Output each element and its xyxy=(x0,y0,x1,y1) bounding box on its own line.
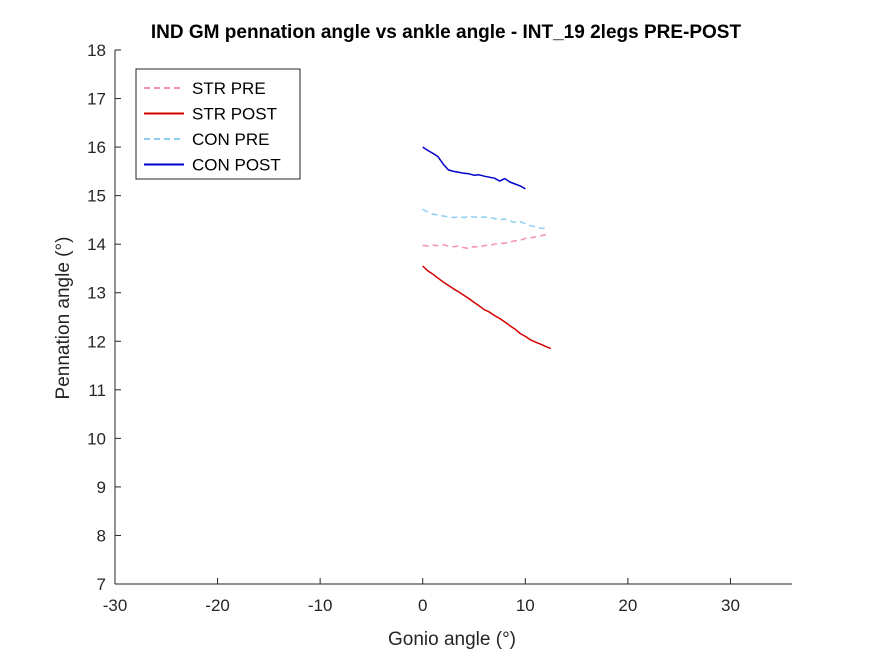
series-line-str-post xyxy=(422,265,552,350)
y-tick-label: 10 xyxy=(87,429,106,448)
chart-title: IND GM pennation angle vs ankle angle - … xyxy=(151,22,742,43)
x-tick-label: 0 xyxy=(418,596,427,615)
x-tick-label: -10 xyxy=(308,596,333,615)
series-line-str-pre xyxy=(422,233,546,250)
legend-label: STR POST xyxy=(192,105,277,124)
y-tick-label: 7 xyxy=(97,575,106,594)
x-axis-label: Gonio angle (°) xyxy=(388,629,516,650)
y-axis: 7 8 9 10 11 12 13 14 15 16 17 18 xyxy=(87,41,121,594)
series-layer xyxy=(422,146,552,350)
x-tick-label: 30 xyxy=(721,596,740,615)
y-tick-label: 17 xyxy=(87,90,106,109)
x-axis: -30 -20 -10 0 10 20 30 xyxy=(103,578,792,615)
series-line-con-pre xyxy=(422,208,546,230)
legend-label: CON POST xyxy=(192,156,281,175)
legend-box xyxy=(135,68,301,180)
x-tick-label: -20 xyxy=(205,596,230,615)
y-tick-label: 14 xyxy=(87,235,106,254)
legend-label: STR PRE xyxy=(192,79,266,98)
y-tick-label: 15 xyxy=(87,187,106,206)
y-axis-label: Pennation angle (°) xyxy=(53,237,74,400)
legend: STR PRE STR POST CON PRE CON POST xyxy=(135,68,301,180)
y-tick-label: 9 xyxy=(97,478,106,497)
x-tick-label: 20 xyxy=(618,596,637,615)
x-tick-label: 10 xyxy=(516,596,535,615)
y-tick-label: 12 xyxy=(87,332,106,351)
series-line-con-post xyxy=(422,146,526,190)
x-tick-label: -30 xyxy=(103,596,128,615)
y-tick-label: 16 xyxy=(87,138,106,157)
y-tick-label: 13 xyxy=(87,284,106,303)
y-tick-label: 18 xyxy=(87,41,106,60)
y-tick-label: 11 xyxy=(88,381,106,400)
legend-label: CON PRE xyxy=(192,130,269,149)
y-tick-label: 8 xyxy=(97,526,106,545)
